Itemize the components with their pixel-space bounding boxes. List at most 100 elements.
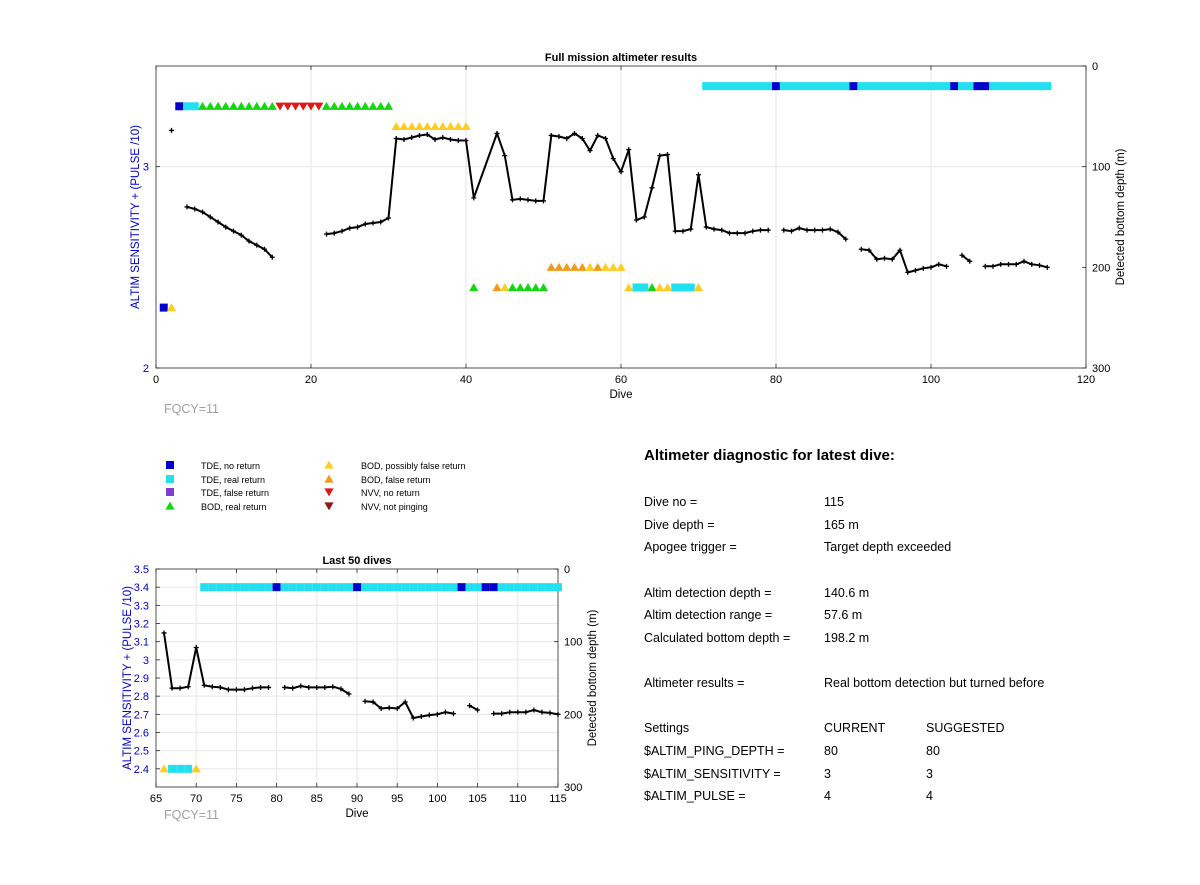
status-marker-bod-possibly-false [159,764,169,773]
depth-point [184,204,190,210]
status-marker-bod-real-return [469,283,479,292]
status-marker-bod-real-return [360,101,370,110]
status-marker-tde-real-return [320,583,329,592]
status-marker-tde-real-return [393,583,402,592]
depth-point [517,196,523,202]
status-marker-bod-possibly-false [407,122,417,130]
depth-point [409,134,415,140]
depth-point [338,686,344,692]
status-marker-nvv-no-return [283,102,293,111]
status-marker-tde-real-return [449,583,458,592]
status-marker-tde-real-return [903,82,912,91]
status-marker-tde-real-return [880,82,889,91]
status-marker-bod-false-return [569,262,580,271]
depth-point [249,685,255,691]
status-marker-tde-real-return [965,82,974,91]
depth-point [418,714,424,720]
depth-point [858,246,864,252]
status-marker-bod-real-return [337,101,347,110]
status-marker-tde-no-return [272,583,281,592]
depth-point [672,228,678,234]
status-marker-tde-real-return [369,583,378,592]
depth-point [874,256,880,262]
status-marker-tde-real-return [280,583,289,592]
depth-point [750,228,756,234]
depth-point [967,258,973,264]
status-marker-bod-real-return [507,283,518,292]
status-marker-tde-real-return [764,82,773,91]
status-marker-bod-possibly-false [191,764,201,773]
depth-point [649,185,655,191]
x-tick-label: 80 [270,793,282,805]
status-marker-tde-real-return [1035,82,1044,91]
depth-point [734,230,740,236]
depth-point [201,682,207,688]
y-left-tick-label: 3 [143,655,149,667]
detection-range-label: Altim detection range = [644,608,773,622]
depth-point [246,238,252,244]
status-marker-bod-real-return [538,283,549,292]
status-marker-bod-real-return [376,101,386,110]
depth-point [982,263,988,269]
status-marker-tde-real-return [989,82,997,91]
status-marker-tde-real-return [810,82,819,91]
depth-point [781,227,787,233]
status-marker-bod-possibly-false [624,283,634,292]
depth-point [1044,264,1050,270]
status-marker-bod-possibly-false [445,122,456,130]
legend-marker-nvv-no-return [324,488,334,497]
depth-point [990,263,996,269]
status-marker-bod-real-return [197,101,208,110]
depth-point [324,231,329,237]
legend-item: TDE, false return [166,488,269,498]
x-tick-label: 0 [153,374,159,386]
y-right-tick-label: 100 [564,637,582,649]
detection-depth-label: Altim detection depth = [644,586,772,600]
y-left-axis-label: ALTIM SENSITIVITY + (PULSE /10) [130,125,142,309]
apogee-trigger-label: Apogee trigger = [644,540,737,554]
legend-item: NVV, no return [324,488,420,498]
status-marker-bod-real-return [368,101,378,110]
depth-point [217,684,223,690]
depth-point [680,228,686,234]
depth-point [298,683,304,689]
y-left-tick-label: 3.5 [134,564,149,576]
depth-point [547,710,553,716]
status-marker-bod-possibly-false [693,283,704,292]
status-marker-tde-no-return [973,82,982,91]
status-marker-tde-real-return [208,583,217,592]
status-marker-tde-real-return [710,82,718,91]
status-marker-tde-no-return [772,82,780,91]
depth-point [944,263,949,269]
depth-point [238,232,244,238]
depth-point [610,156,616,162]
current-header: CURRENT [824,721,886,735]
status-marker-tde-real-return [741,82,749,91]
depth-point [564,135,570,141]
chart-title: Last 50 dives [322,555,391,567]
depth-point [866,247,872,253]
depth-point [434,711,440,717]
status-marker-tde-real-return [942,82,951,91]
x-tick-label: 100 [922,374,940,386]
status-marker-tde-real-return [304,583,313,592]
status-marker-bod-possibly-false [655,283,665,292]
depth-point [959,252,965,258]
depth-point [370,699,376,705]
depth-point [269,254,275,260]
depth-point [641,214,647,220]
y-left-tick-label: 2.6 [134,728,149,740]
bottom-depth-line [186,205,274,258]
status-marker-bod-possibly-false [600,262,611,271]
depth-point [231,228,236,234]
y-left-tick-label: 3.3 [134,600,149,612]
status-marker-bod-real-return [205,101,215,110]
depth-point [185,684,191,690]
settings-label: Settings [644,721,690,735]
y-right-tick-label: 300 [1092,363,1110,375]
status-marker-bod-possibly-false [438,122,448,130]
status-marker-bod-possibly-false [453,122,463,130]
status-marker-tde-no-return [489,583,498,592]
status-marker-tde-real-return [361,583,370,592]
depth-point [539,709,545,715]
